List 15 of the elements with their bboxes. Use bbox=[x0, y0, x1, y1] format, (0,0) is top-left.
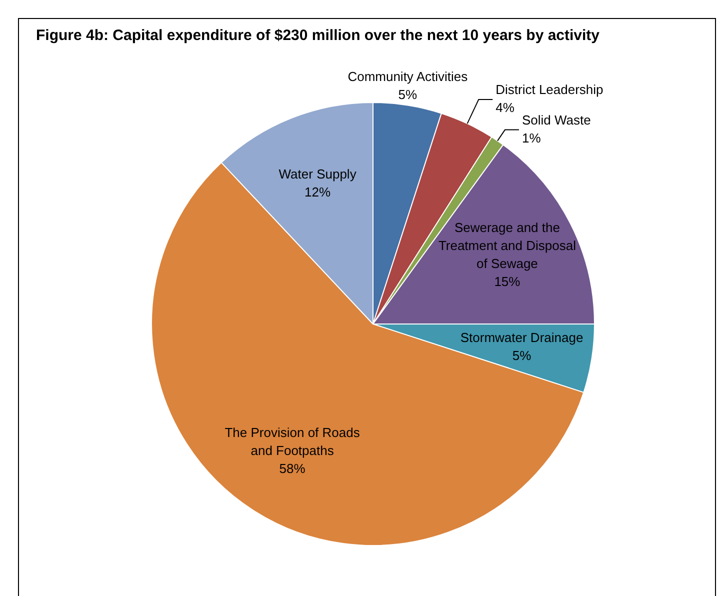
slice-label: Water Supply bbox=[278, 166, 357, 182]
slice-label: Stormwater Drainage bbox=[460, 330, 584, 346]
data-label: 15% bbox=[494, 274, 521, 290]
chart-title: Figure 4b: Capital expenditure of $230 million over the next 10 years by activity bbox=[36, 27, 600, 44]
slice-label: Community Activities bbox=[348, 68, 468, 84]
data-label: 5% bbox=[398, 86, 418, 102]
slice-label: The Provision of Roads and Footpaths bbox=[224, 424, 360, 458]
data-label: 58% bbox=[279, 460, 306, 476]
data-label: 12% bbox=[304, 184, 331, 200]
slice-label: Solid Waste bbox=[522, 112, 591, 128]
slice-label: Sewerage and the Treatment and Disposal of Sewage bbox=[438, 220, 576, 272]
data-label: 4% bbox=[496, 100, 515, 116]
data-label: 1% bbox=[522, 130, 542, 146]
slice-label: District Leadership bbox=[496, 82, 604, 98]
data-label: 5% bbox=[512, 348, 532, 364]
